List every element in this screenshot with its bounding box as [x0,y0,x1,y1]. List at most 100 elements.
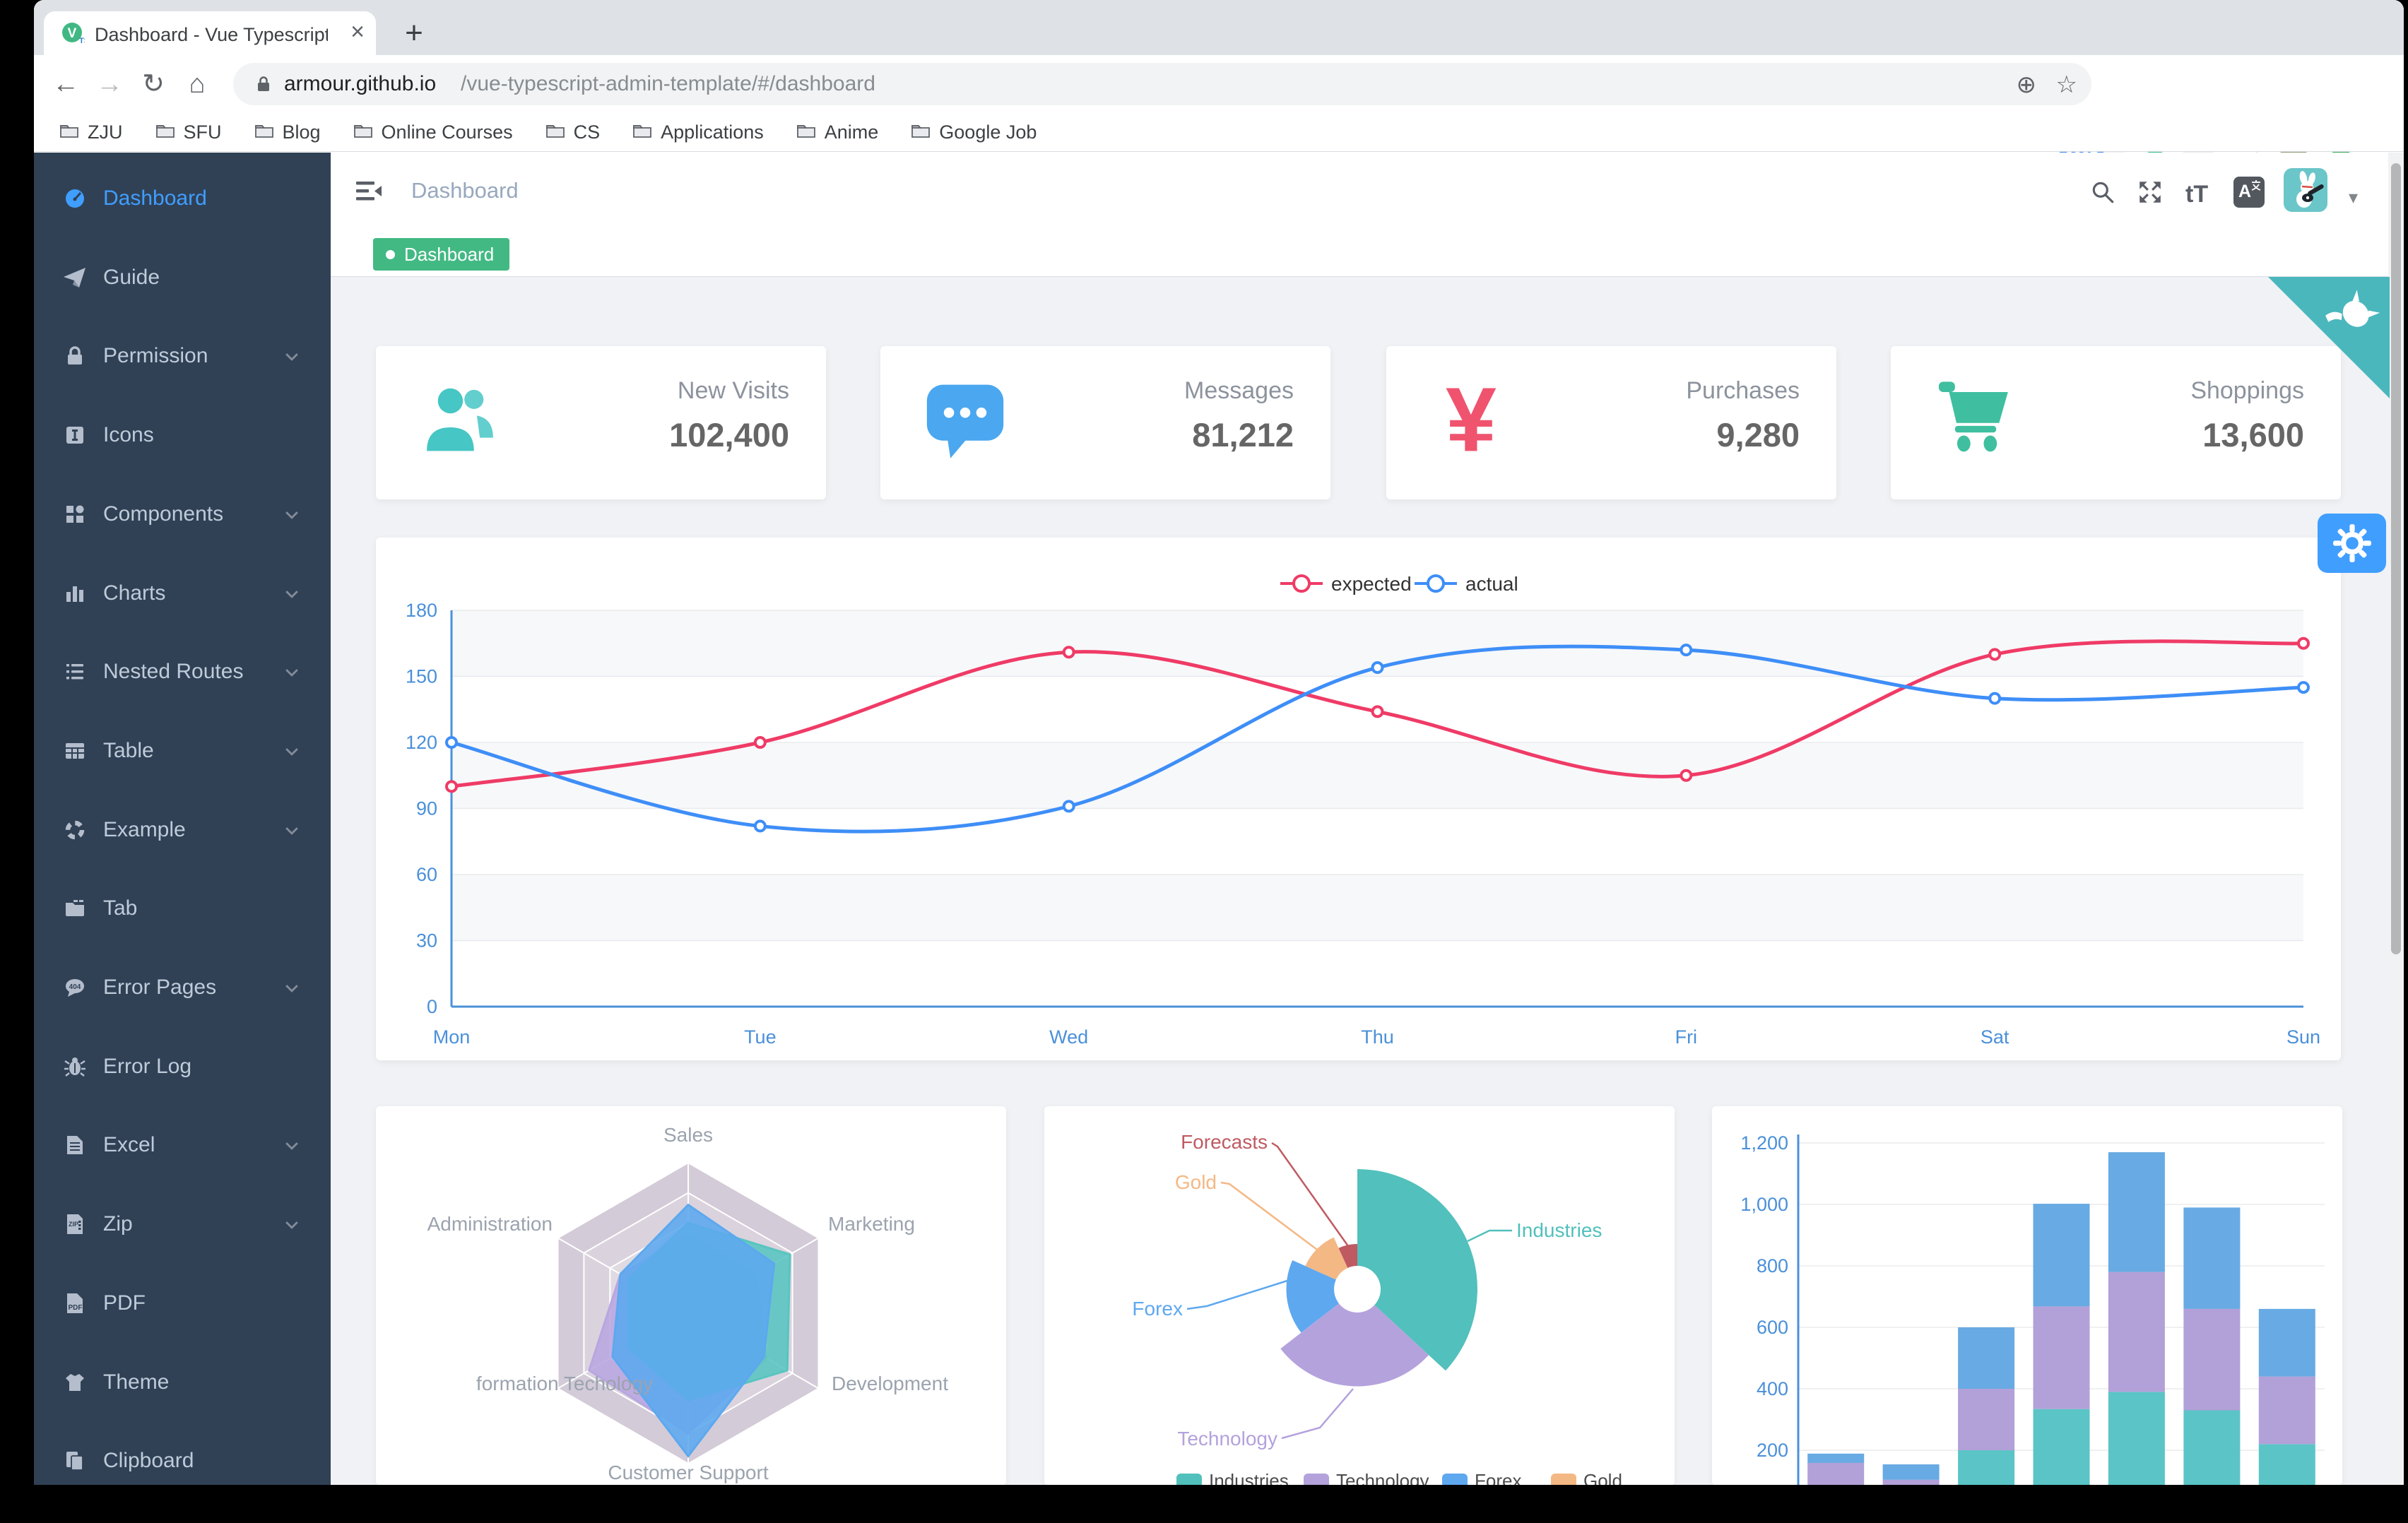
people-icon [411,374,510,473]
page-scrollbar[interactable] [2388,153,2404,1485]
bookmark-label: ZJU [88,121,123,143]
sidebar-item-charts[interactable]: Charts [34,565,331,622]
sidebar-item-icons[interactable]: Icons [34,407,331,463]
svg-text:V: V [68,26,77,41]
svg-text:Forex: Forex [1132,1298,1183,1320]
sidebar-item-error-log[interactable]: Error Log [34,1038,331,1095]
chevron-down-icon [283,742,301,764]
tab-title: Dashboard - Vue Typescript Ad [95,24,328,45]
sidebar-item-label: Components [103,502,224,526]
font-size-icon[interactable]: tT [2185,181,2209,208]
stat-title: Messages [1184,377,1294,404]
stat-card-new-visits[interactable]: New Visits 102,400 [376,346,826,499]
bookmark-anime[interactable]: Anime [796,121,879,143]
new-tab-button[interactable]: + [405,16,423,50]
home-icon[interactable]: ⌂ [189,69,206,99]
guide-icon [62,265,88,294]
url-bar[interactable]: armour.github.io /vue-typescript-admin-t… [233,63,2091,105]
excel-icon [62,1132,88,1161]
browser-tab[interactable]: VTS Dashboard - Vue Typescript Ad × [44,11,376,55]
tag-dashboard[interactable]: Dashboard [373,238,510,271]
sidebar-item-label: Error Log [103,1054,192,1078]
bookmark-online-courses[interactable]: Online Courses [353,122,513,143]
svg-text:Industries: Industries [1209,1470,1289,1485]
zoom-page-icon[interactable]: ⊕ [2016,71,2037,98]
svg-text:Gold: Gold [1583,1470,1622,1485]
github-corner-ribbon[interactable] [2268,277,2390,398]
stat-value: 81,212 [1192,416,1294,454]
sidebar-item-label: Nested Routes [103,660,244,684]
stat-title: New Visits [677,377,789,404]
stat-value: 13,600 [2202,416,2304,454]
stat-card-messages[interactable]: Messages 81,212 [880,346,1330,499]
charts-icon [62,581,88,610]
sidebar-item-label: Excel [103,1133,155,1157]
svg-text:Sun: Sun [2286,1026,2320,1048]
sidebar-item-guide[interactable]: Guide [34,249,331,306]
stat-card-purchases[interactable]: ¥ Purchases 9,280 [1386,346,1836,499]
sidebar-item-error-pages[interactable]: 404 Error Pages [34,959,331,1016]
svg-text:TS: TS [79,37,85,45]
dashboard-icon [62,186,88,215]
bookmark-cs[interactable]: CS [545,122,600,143]
sidebar-item-table[interactable]: Table [34,723,331,779]
sidebar-item-label: PDF [103,1291,146,1315]
settings-gear-button[interactable] [2318,514,2386,573]
bookmark-sfu[interactable]: SFU [155,122,222,143]
sidebar-item-example[interactable]: Example [34,802,331,858]
svg-text:¥: ¥ [1446,374,1497,463]
back-icon[interactable]: ← [52,69,79,99]
sidebar-collapse-icon[interactable] [355,179,383,207]
svg-text:404: 404 [69,983,81,991]
vue-favicon-icon: VTS [61,21,89,45]
folder-icon [254,122,274,143]
sidebar-item-excel[interactable]: Excel [34,1117,331,1173]
sidebar-item-theme[interactable]: Theme [34,1354,331,1411]
svg-text:1,000: 1,000 [1740,1194,1788,1215]
stat-value: 9,280 [1716,416,1800,454]
svg-text:Marketing: Marketing [828,1213,915,1235]
scrollbar-thumb[interactable] [2391,163,2401,954]
sidebar-item-label: Zip [103,1212,133,1236]
stat-title: Purchases [1686,377,1800,404]
bookmark-applications[interactable]: Applications [632,122,764,143]
error-log-icon [62,1054,88,1083]
bookmark-google-job[interactable]: Google Job [911,122,1037,143]
fullscreen-icon[interactable] [2137,179,2164,209]
components-icon [62,502,88,531]
breadcrumb: Dashboard [411,178,519,203]
url-host: armour.github.io [284,72,437,95]
sidebar-item-clipboard[interactable]: Clipboard [34,1433,331,1485]
sidebar-item-permission[interactable]: Permission [34,328,331,384]
chevron-down-icon [283,348,301,369]
sidebar-item-pdf[interactable]: PDF PDF [34,1275,331,1332]
bookmark-blog[interactable]: Blog [254,122,321,143]
sidebar-item-nested-routes[interactable]: Nested Routes [34,644,331,700]
sidebar-item-zip[interactable]: ZIP Zip [34,1196,331,1252]
sidebar-item-tab[interactable]: Tab [34,880,331,937]
tab-close-icon[interactable]: × [350,18,365,45]
reload-icon[interactable]: ↻ [142,69,165,99]
bookmark-label: Anime [824,121,879,143]
svg-text:Development: Development [832,1373,948,1394]
svg-text:120: 120 [406,732,437,753]
folder-icon [353,122,373,143]
sidebar-item-label: Clipboard [103,1449,194,1473]
chevron-down-icon[interactable]: ▾ [2349,186,2359,208]
icons-icon [62,422,88,451]
browser-window: VTS Dashboard - Vue Typescript Ad × + ← … [34,0,2404,1485]
bookmark-zju[interactable]: ZJU [59,122,123,143]
folder-icon [796,122,816,143]
bookmark-label: Applications [661,121,764,143]
forward-icon[interactable]: → [96,69,123,99]
sidebar-item-components[interactable]: Components [34,486,331,543]
search-icon[interactable] [2089,179,2116,209]
sidebar-item-dashboard[interactable]: Dashboard [34,170,331,227]
user-avatar[interactable] [2284,168,2327,212]
folder-icon [59,122,79,143]
translate-icon[interactable]: A [2233,177,2265,208]
sidebar-item-label: Example [103,817,186,841]
sidebar-item-label: Permission [103,344,208,368]
stat-card-shoppings[interactable]: Shoppings 13,600 [1891,346,2341,499]
bookmark-star-icon[interactable]: ☆ [2055,71,2077,98]
